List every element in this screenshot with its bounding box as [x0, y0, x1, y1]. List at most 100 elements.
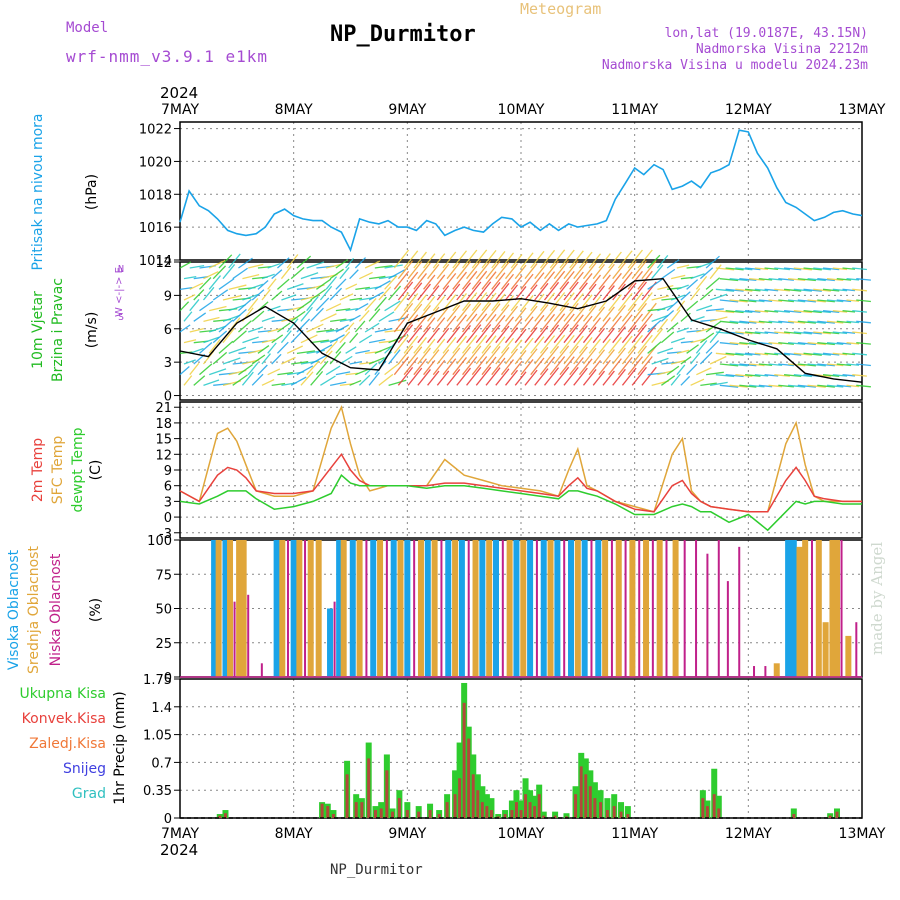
wind-barb	[505, 348, 519, 365]
wind-barb	[193, 289, 205, 301]
precip-legend-item: Ukupna Kisa	[19, 686, 106, 702]
wind-barb	[764, 310, 779, 313]
wind-barb	[803, 331, 822, 335]
cloud-bar-cloud_mid	[615, 540, 622, 677]
wind-barb	[374, 345, 392, 354]
wind-barb	[355, 368, 370, 376]
wind-barb	[417, 347, 431, 365]
wind-barb	[257, 279, 269, 290]
wind-barb	[778, 320, 794, 324]
wind-barb	[310, 288, 327, 301]
wind-barb	[355, 349, 370, 354]
wind-barb	[481, 313, 497, 333]
precip-bar-convective	[792, 814, 796, 818]
wind-compass-label: W <-|-> E	[114, 267, 125, 317]
wind-barb	[637, 249, 653, 269]
wind-barb	[306, 323, 324, 333]
wind-barb	[436, 306, 450, 322]
wind-barb	[296, 299, 313, 312]
x-tick-label-top: 10MAY	[498, 102, 545, 118]
wind-barb	[456, 346, 472, 365]
wind-barb	[856, 384, 871, 388]
wind-barb	[407, 303, 423, 322]
panel-frame-pressure	[179, 121, 863, 261]
cloud-bar-cloud_mid	[377, 540, 384, 677]
wind-barb	[471, 313, 488, 333]
wind-barb	[592, 349, 606, 365]
wind-barb	[539, 313, 556, 333]
x-tick-label-bottom: 13MAY	[839, 826, 886, 842]
wind-barb	[277, 257, 290, 269]
wind-barb	[222, 295, 241, 301]
wind-barb	[388, 317, 407, 322]
cloud-bar-cloud_high	[211, 540, 218, 677]
wind-barb	[329, 351, 342, 365]
wind-barb	[797, 342, 816, 346]
wind-barb	[602, 327, 615, 344]
wind-barb	[573, 367, 588, 386]
wind-barb	[690, 338, 706, 344]
wind-barb	[559, 356, 575, 376]
wind-barb	[729, 320, 748, 324]
wind-barb	[539, 271, 556, 290]
wind-barb	[764, 352, 779, 356]
wind-barb	[520, 295, 534, 312]
wind-barb	[617, 250, 633, 269]
wind-barb	[320, 375, 336, 386]
cloud-unit-label: (%)	[88, 598, 104, 622]
temp-dewpoint-label: dewpt Temp	[70, 427, 86, 512]
x-tick-label-top: 11MAY	[611, 102, 658, 118]
wind-barb	[774, 267, 790, 271]
cloud-low-label: Niska Oblacnost	[48, 553, 64, 666]
wind-barb	[432, 317, 446, 333]
cloud-bar-cloud_low	[683, 540, 686, 677]
wind-barb	[261, 273, 275, 280]
cloud-bar-cloud_low	[717, 540, 720, 677]
wind-barb	[670, 309, 681, 322]
precip-bar-convective	[489, 810, 493, 818]
wind-barb	[553, 281, 570, 301]
wind-barb	[617, 271, 633, 290]
wind-barb	[783, 352, 802, 356]
wind-barb	[359, 296, 374, 301]
cloud-bar-cloud_mid	[796, 546, 803, 677]
wind-barb	[588, 317, 602, 333]
wind-barb	[852, 331, 867, 335]
wind-barb	[202, 286, 215, 301]
wind-barb	[277, 322, 291, 333]
wind-barb	[793, 352, 812, 356]
wind-barb	[666, 259, 680, 269]
wind-barb	[247, 362, 259, 376]
cloud-bar-cloud_low	[695, 540, 698, 677]
wind-barb	[501, 337, 515, 354]
wind-barb	[189, 282, 204, 290]
wind-barb	[290, 376, 307, 386]
x-tick-label-bottom: 9MAY	[388, 826, 426, 842]
wind-barb	[345, 322, 355, 333]
precip-bar-convective	[218, 815, 222, 818]
wind-barb	[612, 262, 626, 280]
wind-barb	[286, 345, 304, 354]
wind-barb	[539, 356, 556, 376]
wind-barb	[670, 294, 685, 301]
wind-barb	[471, 356, 488, 376]
wind-barb	[524, 284, 538, 301]
wind-barb	[631, 345, 647, 365]
wind-barb	[559, 249, 575, 269]
cloud-bar-cloud_mid	[279, 540, 286, 677]
wind-barb	[783, 331, 802, 335]
cloud-bar-cloud_low	[764, 666, 767, 677]
wind-barb	[179, 324, 191, 333]
wind-barb	[393, 334, 410, 354]
wind-barb	[745, 374, 761, 377]
cloud-bar-cloud_mid	[340, 540, 347, 677]
wind-barb	[667, 351, 682, 354]
wind-barb	[501, 359, 515, 376]
precip-bar-convective	[619, 811, 623, 818]
wind-barb	[764, 267, 779, 271]
wind-barb	[247, 283, 264, 290]
wind-barb	[641, 260, 657, 280]
precip-bar-convective	[320, 803, 324, 818]
wind-barb	[505, 263, 519, 280]
wind-barb	[325, 303, 342, 312]
